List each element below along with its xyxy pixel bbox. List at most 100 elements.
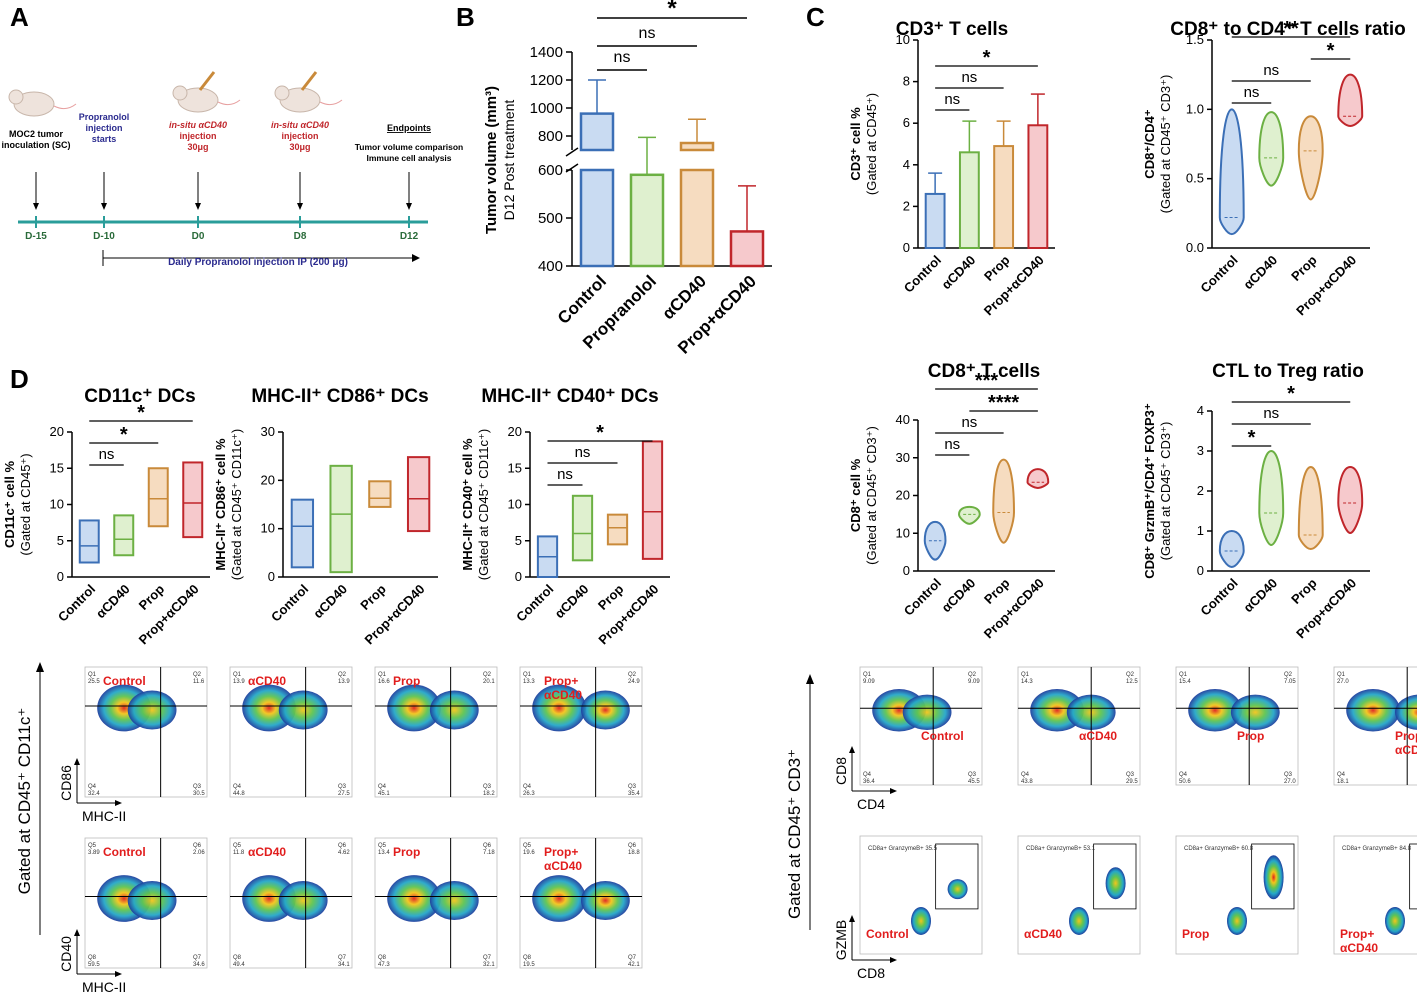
flow-y-arrowhead [74,929,80,936]
quadrant-value: 30.5 [193,791,205,797]
y-tick-label: 0 [1197,563,1204,578]
y-axis-label-2: (Gated at CD45⁺ CD3⁺) [1158,422,1173,561]
flow-plot-frame [519,666,643,798]
quadrant-value: 4.62 [338,850,350,856]
bar [993,145,1015,249]
box [406,456,431,533]
density-blob [387,684,441,732]
flow-axes: CD86 MHC-II [58,758,126,824]
bar-upper [579,112,615,152]
y-tick-label: 0 [515,569,522,584]
chart-title: CD8⁺ to CD4⁺ T cells ratio [1170,19,1405,40]
y-tick-label: 0 [57,569,64,584]
quadrant-name: Q2 [483,672,492,678]
flow-sample-label: αCD40 [1024,927,1062,941]
flow-axes: CD8 CD4 [833,746,897,812]
sig-label: * [1248,427,1256,449]
violin [958,505,981,525]
quadrant-name: Q1 [523,672,532,678]
quadrant-name: Q2 [1126,672,1135,678]
sig-label: **** [988,392,1019,414]
event-label: in-situ αCD40 injection 30μg [271,120,329,152]
box [290,498,315,569]
y-tick-label: 1200 [530,72,563,89]
density-blob [1230,694,1280,730]
event-label: Propranolol injection starts [79,112,130,144]
category-label: Prop [1288,575,1320,607]
box [78,519,100,564]
quadrant-name: Q4 [1179,772,1188,778]
category-label: αCD40 [1240,252,1280,292]
mouse-tail-icon [53,103,77,110]
quadrant-name: Q2 [628,672,637,678]
violin [1026,468,1050,489]
quadrant-value: 24.9 [628,679,640,685]
chart-C3: CD8⁺ T cells 0 10 20 30 40 CD8⁺ cell % (Gated a… [848,361,1055,641]
category-label: Control [901,575,944,618]
violin [1337,465,1364,535]
dc-gating-label: Gated at CD45⁺ CD11c⁺ [15,708,34,895]
endpoint-title: Endpoints [387,123,431,133]
category-label: αCD40 [93,581,133,621]
gate-label: CD8a+ GranzymeB+ 53.1 [1026,846,1096,852]
bar [729,230,765,268]
event-day: D-10 [93,231,115,242]
sig-label: ns [961,69,977,86]
y-axis-label-2: (Gated at CD45⁺ CD3⁺) [864,426,879,565]
y-tick-label: 3 [1197,443,1204,458]
quadrant-value: 14.3 [1021,679,1033,685]
axis-break [565,147,579,157]
y-axis-label: CD8⁺ GrzmB⁺/CD4⁺ FOXP3⁺ [1142,403,1157,579]
quadrant-value: 29.5 [1126,779,1138,785]
quadrant-value: 16.6 [378,679,390,685]
t-gating-label: Gated at CD45⁺ CD3⁺ [785,749,804,919]
gate-box [1093,843,1137,910]
y-tick-label: 10 [896,32,910,47]
y-axis-label-2: (Gated at CD45⁺ CD11c⁺) [229,429,244,580]
quadrant-name: Q5 [523,843,532,849]
quadrant-value: 26.3 [523,791,535,797]
category-label: Control [1197,575,1240,618]
flow-y-label: CD86 [58,765,74,801]
quadrant-value: 15.4 [1179,679,1191,685]
t-gating-arrowhead [806,674,814,684]
quadrant-value: 45.5 [968,779,980,785]
chart-title: CTL to Treg ratio [1212,361,1364,382]
syringe-icon [300,71,318,91]
quadrant-value: 11.6 [193,679,205,685]
syringe-icon [198,71,216,91]
quadrant-name: Q3 [1284,772,1293,778]
y-tick-label: 0.5 [1186,171,1204,186]
y-tick-label: 800 [538,128,563,145]
quadrant-name: Q6 [193,843,202,849]
quadrant-value: 18.8 [628,850,640,856]
flow-plot-frame [229,666,353,798]
flow-sample-label: Prop+ [1340,927,1374,941]
event-arrowhead [406,203,412,210]
category-label: αCD40 [1240,575,1280,615]
panel-letter-a: A [10,2,29,32]
y-tick-label: 2 [1197,483,1204,498]
y-tick-label: 4 [1197,403,1204,418]
y-tick-label: 15 [508,460,522,475]
chart-C2: CD8⁺ to CD4⁺ T cells ratio 0.0 0.5 1.0 1.5 CD… [1142,18,1406,318]
bar [958,151,980,250]
sig-label: * [596,422,604,444]
density-blob [1188,689,1242,732]
quadrant-name: Q4 [1337,772,1346,778]
event-label: MOC2 tumor inoculation (SC) [2,129,71,150]
sig-label: *** [975,370,999,392]
flow-sample-label: αCD40 [248,674,286,688]
mouse-tail-icon [319,99,343,106]
event-arrowhead [101,203,107,210]
y-tick-label: 500 [538,210,563,227]
y-tick-label: 10 [896,525,910,540]
quadrant-value: 47.3 [378,962,390,968]
violin [1218,108,1245,236]
y-tick-label: 5 [57,533,64,548]
density-blob [947,879,968,900]
chart-C4: CTL to Treg ratio 0 1 2 3 4 CD8⁺ GrzmB⁺/CD4⁺ F… [1142,361,1370,641]
